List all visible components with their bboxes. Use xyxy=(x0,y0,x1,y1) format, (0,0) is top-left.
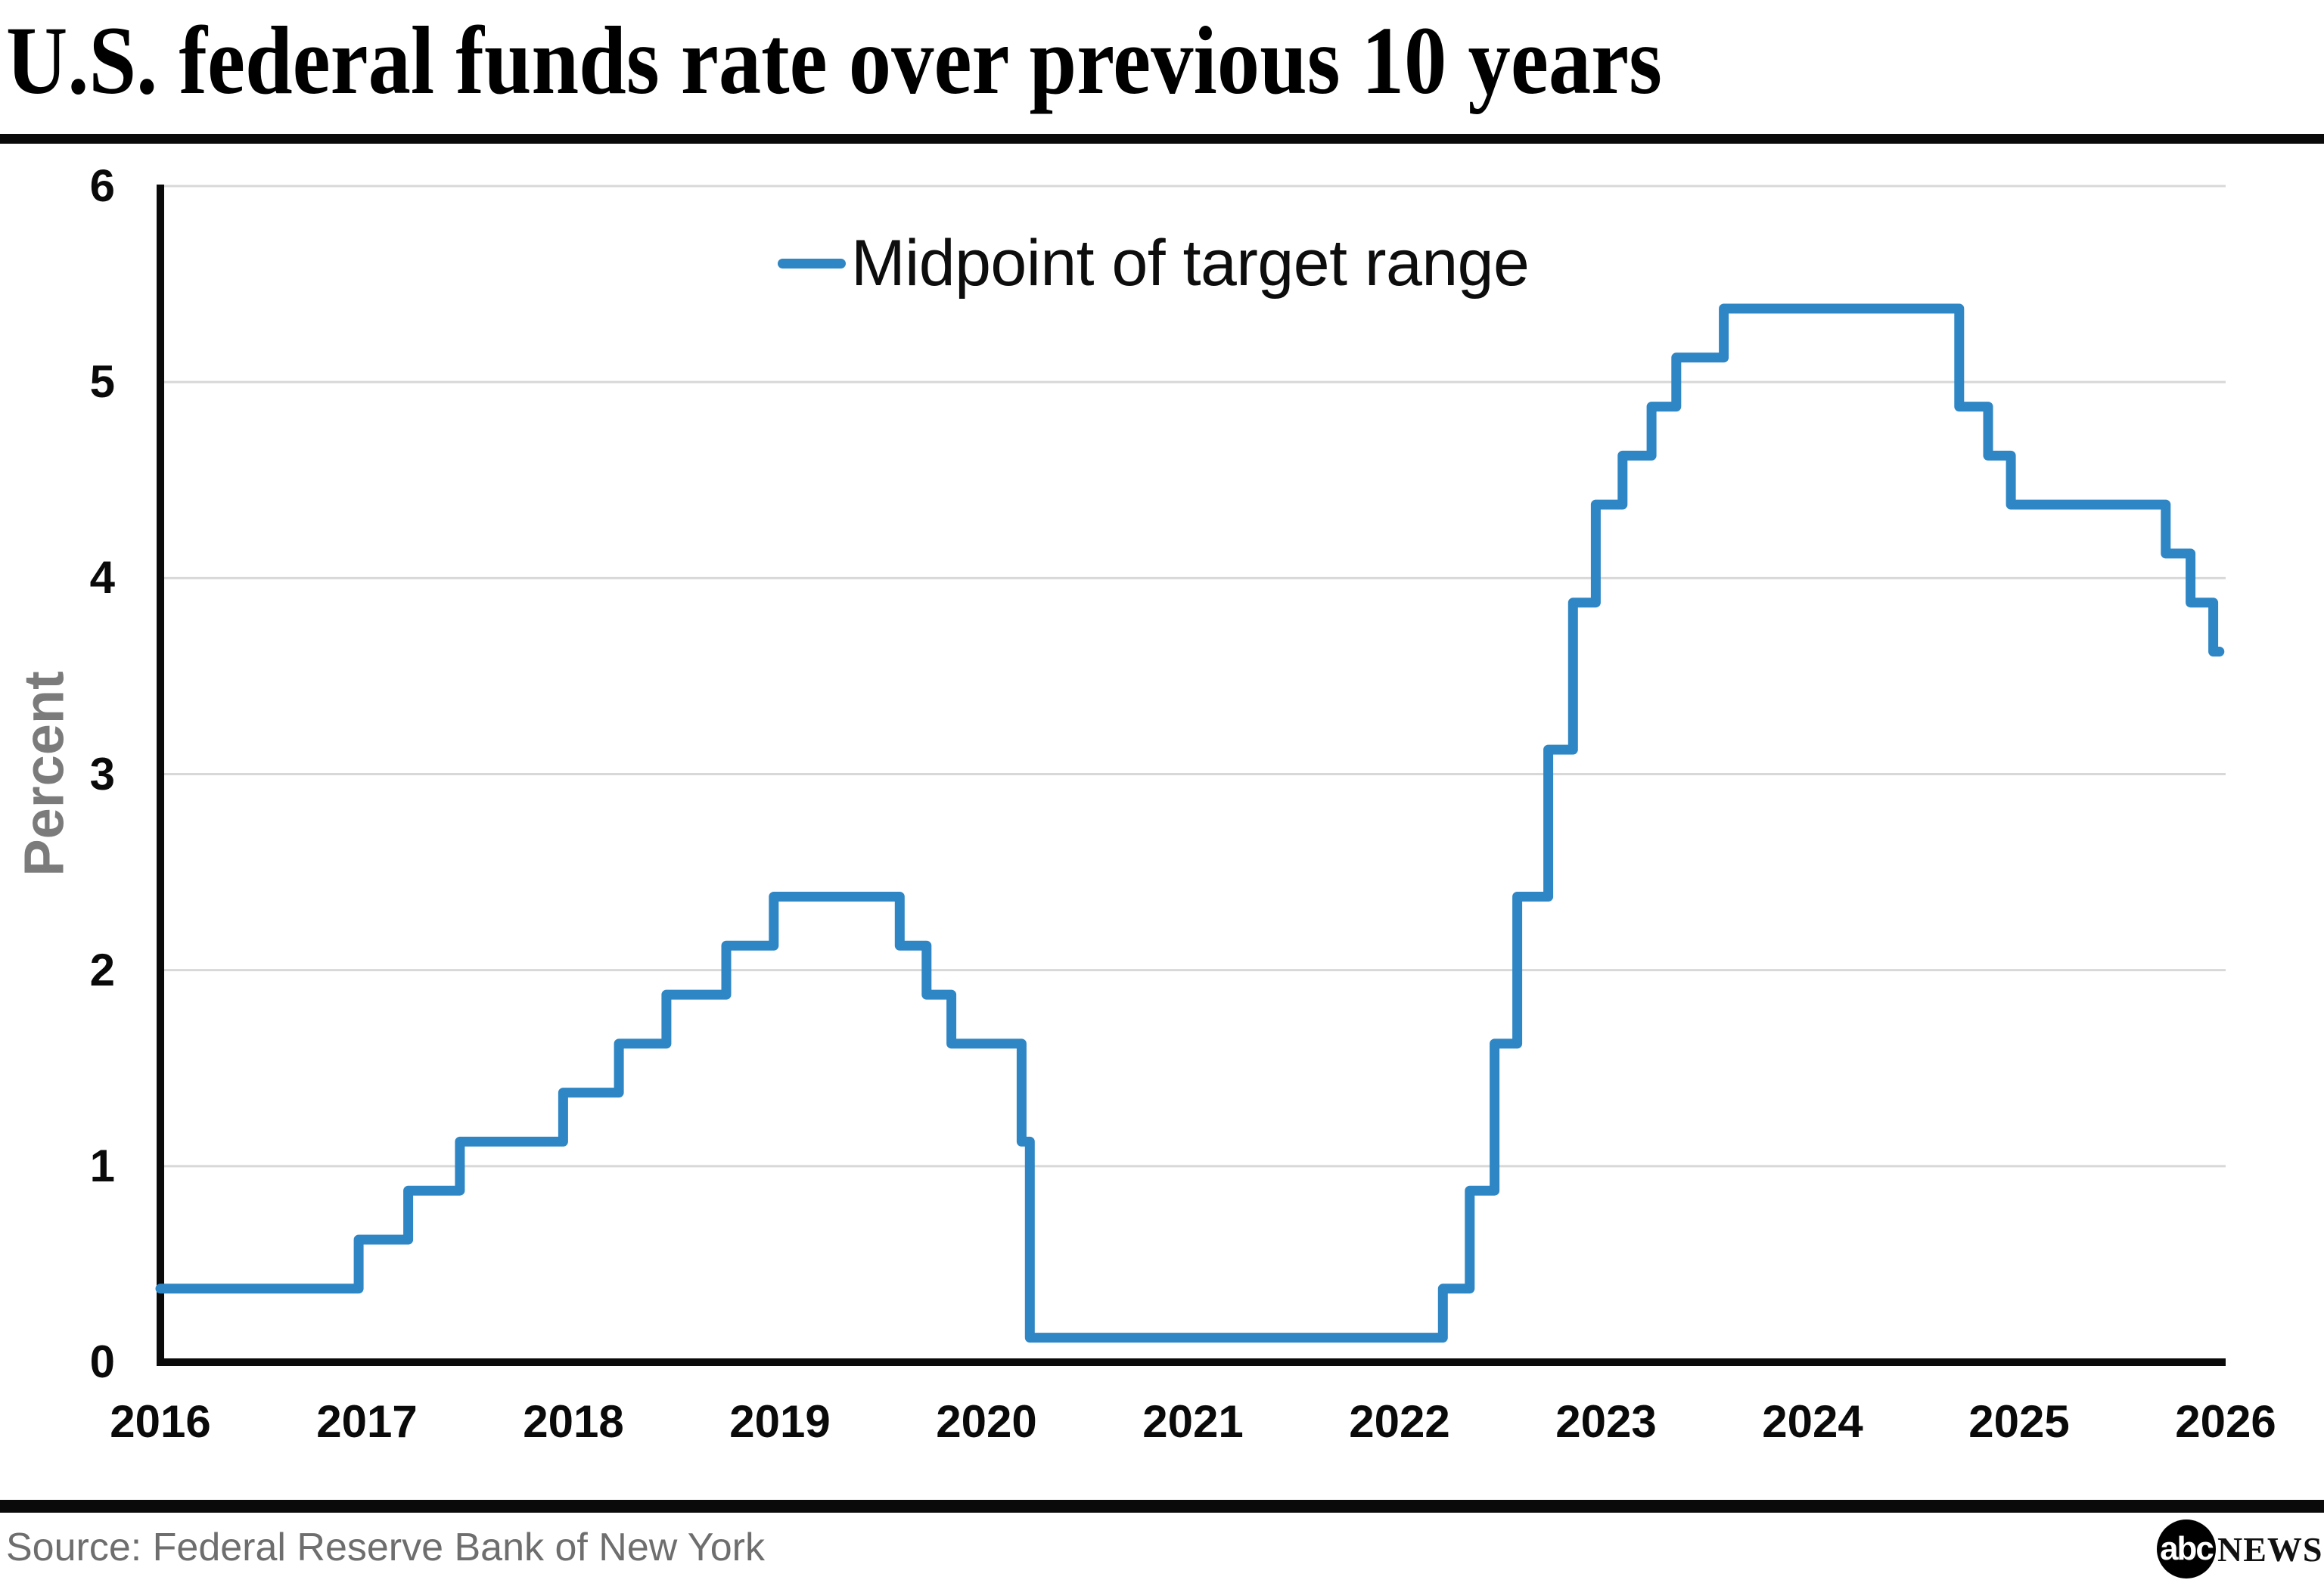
y-tick-label: 2 xyxy=(89,944,115,995)
y-tick-label: 1 xyxy=(89,1140,115,1191)
abc-logo-circle: abc xyxy=(2157,1519,2216,1578)
x-tick-label: 2023 xyxy=(1555,1396,1657,1447)
x-tick-label: 2024 xyxy=(1762,1396,1863,1447)
rate-step-line xyxy=(155,303,2225,1343)
y-tick-label: 4 xyxy=(89,552,115,604)
x-tick-label: 2017 xyxy=(316,1396,418,1447)
abc-logo-text: abc xyxy=(2160,1530,2214,1567)
x-tick-label: 2016 xyxy=(110,1396,211,1447)
x-tick-label: 2021 xyxy=(1142,1396,1244,1447)
y-tick-label: 3 xyxy=(89,748,115,799)
x-tick-label: 2020 xyxy=(936,1396,1037,1447)
x-tick-label: 2025 xyxy=(1968,1396,2070,1447)
y-tick-label: 5 xyxy=(89,356,115,408)
y-tick-label: 0 xyxy=(89,1336,115,1387)
news-logo-text: NEWS xyxy=(2217,1529,2323,1569)
title-divider-rule xyxy=(0,134,2324,144)
legend-line-swatch xyxy=(778,259,846,269)
chart-title: U.S. federal funds rate over previous 10… xyxy=(6,7,1662,114)
legend: Midpoint of target range xyxy=(778,224,1530,303)
source-note: Source: Federal Reserve Bank of New York xyxy=(6,1526,765,1569)
footer-divider-rule xyxy=(0,1500,2324,1513)
abc-news-logo: abc NEWS xyxy=(2157,1519,2322,1578)
y-tick-label: 6 xyxy=(89,160,115,211)
x-tick-label: 2026 xyxy=(2175,1396,2276,1447)
x-tick-label: 2022 xyxy=(1349,1396,1450,1447)
x-tick-label: 2019 xyxy=(729,1396,831,1447)
x-tick-label: 2018 xyxy=(523,1396,624,1447)
legend-label: Midpoint of target range xyxy=(851,227,1530,300)
